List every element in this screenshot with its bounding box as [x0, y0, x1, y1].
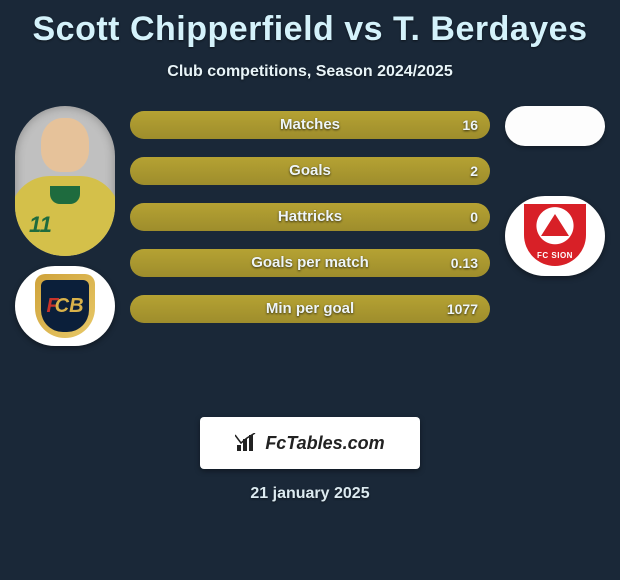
stat-right-value: 2: [470, 157, 478, 185]
subtitle: Club competitions, Season 2024/2025: [0, 63, 620, 81]
stat-row-goals: Goals 2: [130, 157, 490, 187]
jersey-number: 11: [29, 212, 52, 238]
stat-label: Min per goal: [266, 295, 354, 323]
bar-chart-icon: [235, 433, 259, 453]
basel-shield-icon: FCB: [35, 274, 95, 338]
brand-badge[interactable]: FcTables.com: [200, 417, 420, 469]
stat-right-value: 1077: [447, 295, 478, 323]
stat-right-value: 16: [462, 111, 478, 139]
stat-label: Hattricks: [278, 203, 342, 231]
brand-text: FcTables.com: [265, 433, 384, 454]
player2-photo-placeholder: [505, 106, 605, 146]
comparison-area: 11 FCB FC SION Matches: [0, 111, 620, 391]
player2-club-logo: FC SION: [505, 196, 605, 276]
player1-club-logo: FCB: [15, 266, 115, 346]
stat-right-value: 0: [470, 203, 478, 231]
stat-row-matches: Matches 16: [130, 111, 490, 141]
player-head: [41, 118, 89, 172]
page-title: Scott Chipperfield vs T. Berdayes: [0, 0, 620, 49]
player1-photo: 11: [15, 106, 115, 256]
player1-column: 11 FCB: [10, 106, 120, 346]
stat-row-hattricks: Hattricks 0: [130, 203, 490, 233]
stat-row-gpm: Goals per match 0.13: [130, 249, 490, 279]
stat-label: Goals: [289, 157, 331, 185]
stat-right-value: 0.13: [451, 249, 478, 277]
stat-label: Matches: [280, 111, 340, 139]
stat-bars: Matches 16 Goals 2 Hattricks 0 Goals per…: [130, 111, 490, 325]
jersey-collar: [50, 186, 80, 204]
stat-label: Goals per match: [251, 249, 369, 277]
stat-row-mpg: Min per goal 1077: [130, 295, 490, 325]
player2-column: FC SION: [500, 106, 610, 276]
sion-badge-icon: FC SION: [524, 204, 586, 266]
footer-date: 21 january 2025: [0, 485, 620, 503]
